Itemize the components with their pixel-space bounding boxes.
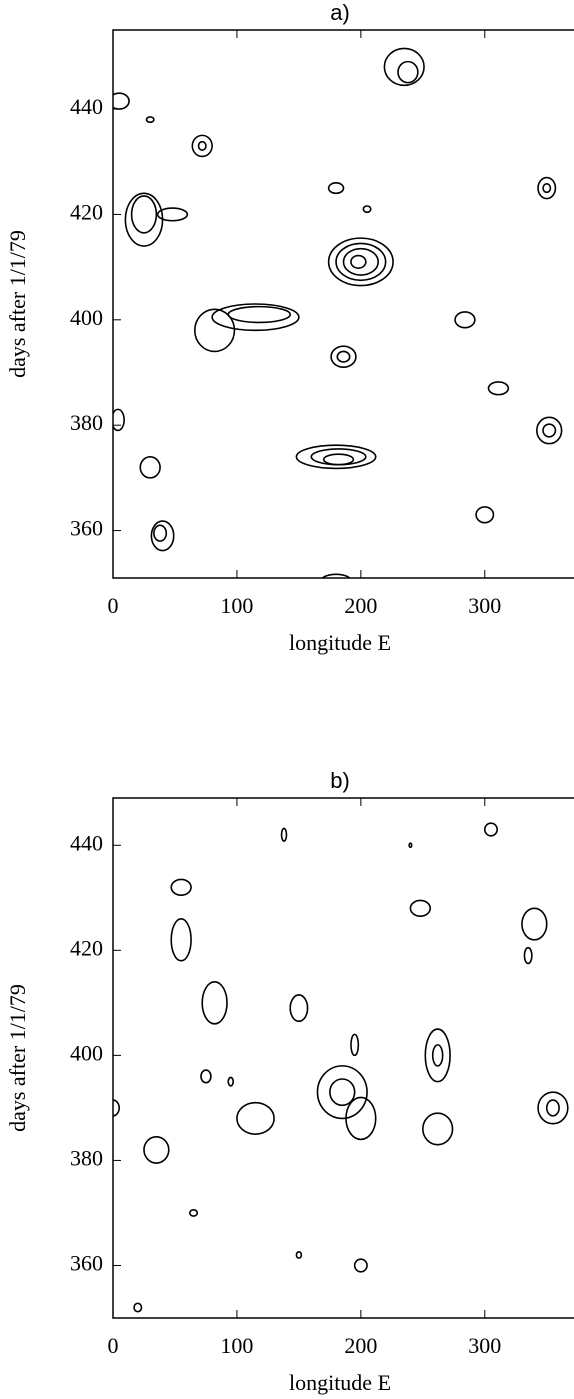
contour: [545, 1099, 560, 1117]
x-tick-label: 100: [220, 1333, 253, 1358]
contour: [295, 1251, 303, 1259]
x-tick-label: 200: [344, 1333, 377, 1358]
contour: [133, 1302, 143, 1313]
contour: [289, 994, 309, 1023]
contour: [327, 237, 394, 287]
contour: [327, 182, 345, 195]
contour: [409, 899, 432, 917]
x-tick-label: 300: [468, 593, 501, 618]
y-tick-label: 400: [70, 1040, 103, 1065]
contours: [113, 822, 569, 1313]
contour: [124, 192, 164, 247]
contour: [113, 92, 130, 110]
contour: [487, 381, 510, 396]
x-axis-label: longitude E: [289, 1370, 391, 1395]
frame: [112, 29, 574, 579]
y-tick-label: 380: [70, 410, 103, 435]
contour: [321, 573, 351, 578]
contour: [483, 822, 498, 837]
y-axis-label: days after 1/1/79: [5, 230, 30, 378]
contour: [310, 448, 367, 466]
panel: a) longitude E days after 1/1/79 0 100 200 300…: [5, 0, 574, 655]
contour: [143, 1135, 170, 1164]
contour: [150, 520, 175, 552]
y-tick-label: 380: [70, 1145, 103, 1170]
x-tick-label: 200: [344, 593, 377, 618]
chart-title: a): [330, 0, 350, 25]
contour: [542, 183, 552, 194]
contour: [397, 60, 419, 84]
contour: [201, 981, 228, 1025]
contour: [408, 842, 413, 849]
contour: [422, 1112, 454, 1146]
contour: [424, 1028, 451, 1083]
contour: [236, 1101, 275, 1135]
contour: [153, 524, 168, 542]
contour: [330, 345, 357, 369]
contour: [454, 311, 476, 329]
contour: [350, 254, 367, 269]
contour: [193, 308, 236, 353]
contour: [350, 1033, 360, 1057]
contour: [227, 1076, 235, 1087]
contour: [189, 1208, 199, 1217]
contour: [345, 1096, 377, 1141]
x-tick-label: 0: [108, 1333, 119, 1358]
contour: [145, 116, 155, 124]
contour: [211, 303, 300, 332]
y-tick-label: 360: [70, 516, 103, 541]
contour: [113, 408, 125, 432]
contour: [431, 1044, 444, 1067]
contour: [383, 47, 425, 87]
contour: [156, 207, 189, 222]
contour: [139, 456, 161, 479]
contour: [200, 1069, 212, 1084]
contour: [542, 423, 557, 438]
contour: [523, 946, 533, 965]
frame: [112, 797, 574, 1319]
y-tick-label: 400: [70, 305, 103, 330]
panel: b) longitude E days after 1/1/79 0 100 200 300…: [5, 768, 574, 1395]
contour: [130, 195, 158, 234]
contour: [342, 247, 379, 276]
y-tick-label: 440: [70, 94, 103, 119]
contour: [170, 878, 192, 896]
contour: [362, 205, 372, 214]
contour: [336, 350, 351, 363]
x-tick-label: 300: [468, 1333, 501, 1358]
contour: [521, 907, 548, 941]
contour: [335, 242, 387, 282]
contour: [329, 1078, 356, 1107]
contour: [537, 1091, 569, 1125]
contour: [227, 305, 292, 324]
contour: [316, 1065, 368, 1120]
contours: [113, 47, 563, 578]
contour: [295, 444, 377, 470]
x-axis-label: longitude E: [289, 630, 391, 655]
contour: [537, 176, 557, 200]
contour: [280, 827, 288, 842]
contour: [170, 918, 192, 962]
chart-title: b): [330, 768, 350, 793]
contour: [191, 134, 213, 158]
y-tick-label: 360: [70, 1251, 103, 1276]
x-tick-label: 100: [220, 593, 253, 618]
contour: [113, 1099, 120, 1117]
contour: [322, 453, 355, 466]
contour: [353, 1258, 368, 1273]
y-tick-label: 440: [70, 830, 103, 855]
y-axis-label: days after 1/1/79: [5, 984, 30, 1132]
y-tick-label: 420: [70, 935, 103, 960]
contour: [197, 140, 207, 151]
x-tick-label: 0: [108, 593, 119, 618]
contour: [475, 506, 495, 524]
contour: [536, 416, 563, 445]
y-tick-label: 420: [70, 199, 103, 224]
